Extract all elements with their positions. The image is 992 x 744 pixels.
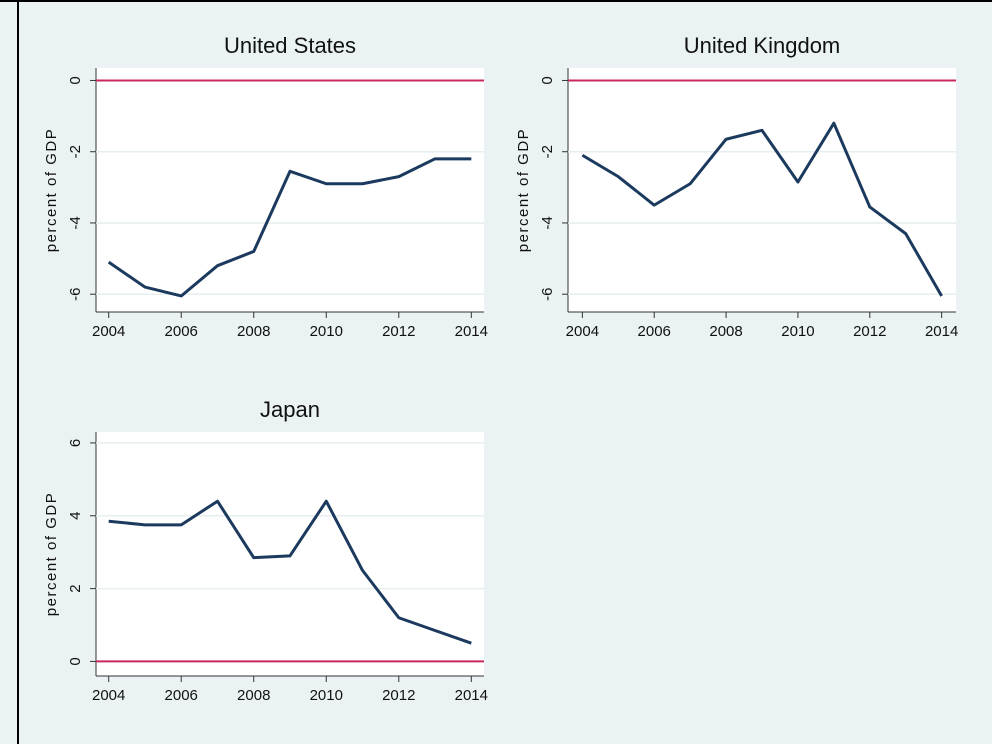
x-tick-label: 2010 bbox=[310, 687, 343, 704]
y-tick-label: -6 bbox=[67, 288, 84, 301]
x-tick-label: 2014 bbox=[925, 323, 958, 340]
x-tick-label: 2010 bbox=[781, 323, 814, 340]
x-tick-label: 2012 bbox=[853, 323, 886, 340]
x-tick-label: 2012 bbox=[382, 687, 415, 704]
x-tick-label: 2012 bbox=[382, 323, 415, 340]
chart-title: Japan bbox=[260, 397, 320, 422]
x-tick-label: 2006 bbox=[638, 323, 671, 340]
panel: United Kingdom percent of GDP 0 -2 -4 -6 2004 2… bbox=[515, 33, 958, 340]
plot-area bbox=[568, 68, 956, 312]
y-axis-title: percent of GDP bbox=[43, 492, 60, 616]
x-tick-label: 2008 bbox=[237, 687, 270, 704]
y-axis-title: percent of GDP bbox=[515, 128, 532, 252]
y-axis-title: percent of GDP bbox=[43, 128, 60, 252]
plot-area bbox=[96, 68, 484, 312]
x-tick-label: 2014 bbox=[455, 323, 488, 340]
y-tick-label: 0 bbox=[539, 76, 556, 84]
x-tick-label: 2006 bbox=[165, 687, 198, 704]
x-tick-label: 2008 bbox=[709, 323, 742, 340]
x-tick-label: 2004 bbox=[566, 323, 599, 340]
y-tick-label: 2 bbox=[67, 584, 84, 592]
y-tick-label: -6 bbox=[539, 288, 556, 301]
panel: United States percent of GDP 0 -2 -4 -6 2004 20… bbox=[43, 33, 488, 340]
y-tick-label: 4 bbox=[67, 512, 84, 520]
y-tick-label: 0 bbox=[67, 76, 84, 84]
data-line bbox=[107, 157, 472, 298]
y-tick-label: 0 bbox=[67, 657, 84, 665]
chart-title: United Kingdom bbox=[684, 33, 841, 58]
x-tick-label: 2004 bbox=[92, 323, 125, 340]
x-tick-label: 2014 bbox=[455, 687, 488, 704]
panel: Japan percent of GDP 0 2 4 6 2004 2006 2008 2010 2… bbox=[43, 397, 488, 704]
y-tick-label: -2 bbox=[67, 145, 84, 158]
x-tick-label: 2008 bbox=[237, 323, 270, 340]
y-tick-label: -2 bbox=[539, 145, 556, 158]
x-tick-label: 2006 bbox=[165, 323, 198, 340]
x-tick-label: 2004 bbox=[92, 687, 125, 704]
y-tick-label: -4 bbox=[67, 216, 84, 229]
y-tick-label: 6 bbox=[67, 439, 84, 447]
data-line bbox=[108, 499, 472, 645]
chart-title: United States bbox=[224, 33, 356, 58]
y-tick-label: -4 bbox=[539, 216, 556, 229]
data-line bbox=[581, 121, 943, 297]
x-tick-label: 2010 bbox=[310, 323, 343, 340]
